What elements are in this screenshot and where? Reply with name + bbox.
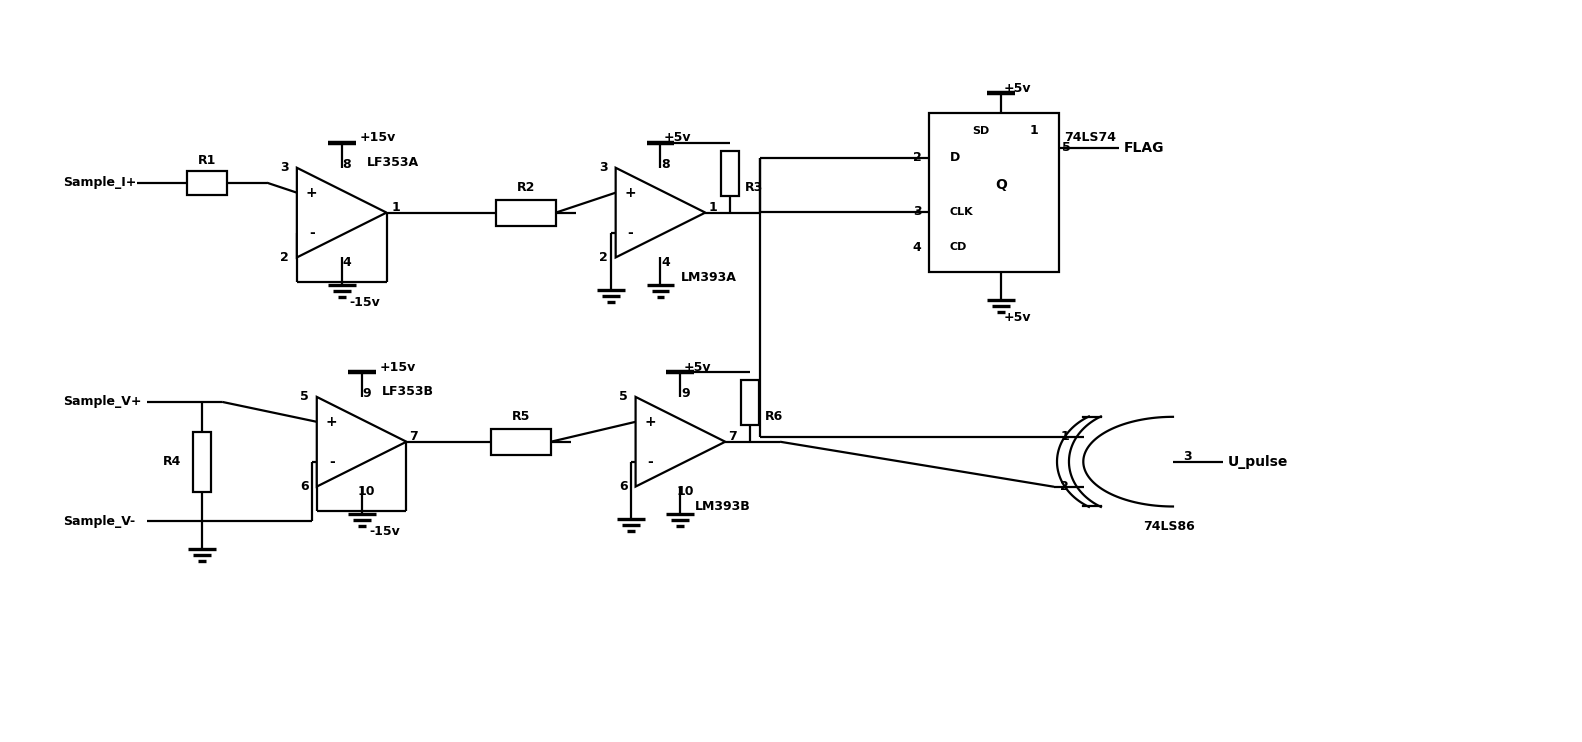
Text: CD: CD: [949, 243, 967, 252]
Bar: [497, 200, 555, 226]
Text: +: +: [645, 415, 657, 429]
Bar: [930, 113, 1058, 272]
Text: -15v: -15v: [370, 525, 400, 538]
Polygon shape: [615, 168, 706, 257]
Text: 5: 5: [301, 390, 308, 404]
Text: 74LS74: 74LS74: [1065, 131, 1115, 145]
Text: 1: 1: [1030, 125, 1038, 137]
Polygon shape: [316, 397, 407, 487]
Polygon shape: [636, 397, 725, 487]
Text: R2: R2: [517, 181, 535, 194]
Text: FLAG: FLAG: [1123, 141, 1164, 155]
Text: +: +: [305, 186, 318, 200]
Text: 6: 6: [301, 480, 308, 493]
Text: 10: 10: [677, 485, 694, 498]
Text: 10: 10: [358, 485, 375, 498]
Text: 74LS86: 74LS86: [1142, 520, 1194, 533]
Text: R5: R5: [513, 410, 530, 424]
Text: LM393B: LM393B: [696, 500, 751, 513]
Text: Q: Q: [995, 177, 1006, 191]
Text: 7: 7: [728, 430, 737, 443]
Text: D: D: [949, 151, 960, 164]
Bar: [187, 171, 228, 194]
Text: -: -: [329, 455, 335, 469]
Text: +5v: +5v: [683, 361, 710, 373]
Text: -: -: [308, 226, 315, 240]
Text: 6: 6: [619, 480, 628, 493]
Text: 5: 5: [619, 390, 628, 404]
Polygon shape: [297, 168, 386, 257]
Text: +15v: +15v: [359, 131, 396, 145]
Text: +15v: +15v: [380, 361, 416, 373]
Text: +: +: [625, 186, 636, 200]
Text: 3: 3: [280, 161, 290, 174]
Text: 5: 5: [1062, 141, 1071, 154]
Text: Sample_V-: Sample_V-: [63, 515, 134, 528]
Text: 2: 2: [1060, 480, 1069, 493]
Text: 1: 1: [391, 201, 400, 214]
Text: 9: 9: [682, 387, 690, 401]
Text: R3: R3: [745, 181, 764, 194]
Text: -: -: [628, 226, 633, 240]
Text: 4: 4: [913, 241, 921, 254]
Bar: [193, 432, 210, 491]
Text: -: -: [647, 455, 653, 469]
Text: +: +: [326, 415, 337, 429]
Text: R4: R4: [163, 455, 182, 468]
Text: 1: 1: [709, 201, 717, 214]
Bar: [742, 380, 759, 425]
Text: CLK: CLK: [949, 207, 973, 217]
Text: +5v: +5v: [1003, 311, 1031, 324]
Text: 8: 8: [342, 158, 351, 171]
Text: 9: 9: [362, 387, 370, 401]
Text: R1: R1: [198, 154, 217, 167]
Text: SD: SD: [973, 126, 990, 136]
Bar: [490, 429, 551, 455]
Text: 2: 2: [280, 251, 290, 264]
Text: 3: 3: [913, 206, 921, 218]
Text: U_pulse: U_pulse: [1228, 455, 1288, 469]
Text: LF353A: LF353A: [367, 157, 419, 169]
Text: 2: 2: [600, 251, 607, 264]
Text: LM393A: LM393A: [680, 271, 736, 284]
Text: Sample_I+: Sample_I+: [63, 176, 136, 189]
Text: 3: 3: [600, 161, 607, 174]
Text: R6: R6: [766, 410, 783, 424]
Text: -15v: -15v: [350, 296, 380, 309]
Text: +5v: +5v: [663, 131, 691, 145]
Text: 2: 2: [913, 151, 921, 164]
Bar: [721, 151, 739, 196]
Text: Sample_V+: Sample_V+: [63, 395, 141, 408]
Text: 4: 4: [661, 256, 669, 269]
Text: 7: 7: [410, 430, 418, 443]
Text: 1: 1: [1060, 430, 1069, 443]
Text: +5v: +5v: [1003, 82, 1031, 94]
Text: 4: 4: [342, 256, 351, 269]
Text: 8: 8: [661, 158, 669, 171]
Text: 3: 3: [1183, 450, 1193, 463]
Text: LF353B: LF353B: [381, 385, 433, 398]
